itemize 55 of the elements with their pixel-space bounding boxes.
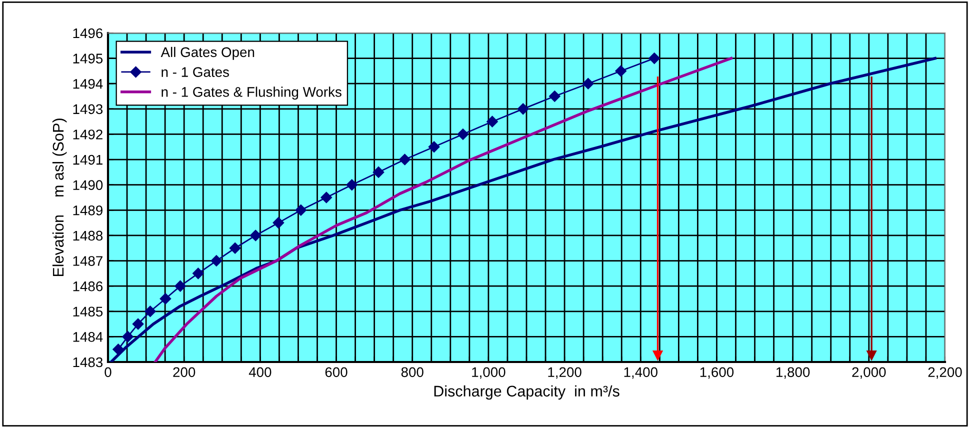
y-tick-label: 1486 — [73, 281, 103, 292]
x-tick-label: 2,000 — [852, 367, 886, 379]
point — [549, 90, 560, 102]
y-tick-label: 1496 — [73, 28, 103, 38]
point — [582, 78, 594, 90]
point — [132, 318, 144, 330]
point — [428, 141, 440, 152]
x-tick-label: 200 — [173, 367, 196, 378]
point — [320, 192, 332, 204]
y-tick-label: 1495 — [73, 54, 103, 64]
x-tick-label: 1,000 — [472, 367, 506, 379]
point — [192, 268, 204, 280]
x-tick-label: 1,800 — [776, 367, 810, 379]
legend-label: n - 1 Gates — [162, 67, 229, 77]
y-tick-label: 1483 — [73, 357, 103, 368]
x-tick-label: 800 — [401, 367, 424, 378]
legend-label: All Gates Open — [160, 46, 254, 60]
point — [486, 116, 498, 128]
y-tick-label: 1489 — [73, 205, 102, 216]
point — [210, 255, 222, 266]
point — [372, 166, 384, 178]
legend-label: n - 1 Gates & Flushing Works — [162, 86, 342, 100]
point — [272, 217, 284, 228]
x-tick-label: 2,200 — [928, 367, 962, 379]
point — [295, 204, 306, 216]
x-tick-label: 0 — [104, 367, 112, 378]
x-axis-title: Discharge Capacity in m³/s — [434, 385, 620, 400]
point — [144, 306, 156, 317]
y-axis-title: Elevation m asl (SoP) — [52, 118, 67, 276]
point — [250, 230, 262, 242]
y-tick-label: 1494 — [73, 78, 103, 89]
y-tick-label: 1491 — [73, 154, 102, 165]
point — [229, 242, 241, 254]
point — [122, 331, 134, 342]
y-tick-label: 1484 — [73, 332, 103, 342]
point — [160, 293, 172, 304]
point — [615, 65, 626, 77]
point — [517, 103, 529, 115]
x-tick-label: 1,200 — [548, 367, 582, 379]
y-tick-label: 1493 — [73, 104, 103, 114]
x-tick-label: 400 — [248, 367, 272, 378]
x-tick-label: 1,600 — [700, 367, 734, 379]
x-tick-label: 1,400 — [624, 367, 658, 379]
y-tick-label: 1485 — [73, 306, 103, 317]
y-tick-label: 1487 — [73, 256, 102, 266]
point — [112, 344, 124, 355]
y-tick-label: 1488 — [73, 230, 103, 241]
x-tick-label: 600 — [325, 367, 348, 378]
y-tick-label: 1490 — [73, 180, 103, 190]
point — [174, 280, 186, 292]
point — [648, 52, 660, 64]
point — [399, 154, 410, 166]
y-tick-label: 1492 — [73, 130, 102, 140]
point — [457, 128, 469, 140]
point — [346, 179, 358, 190]
